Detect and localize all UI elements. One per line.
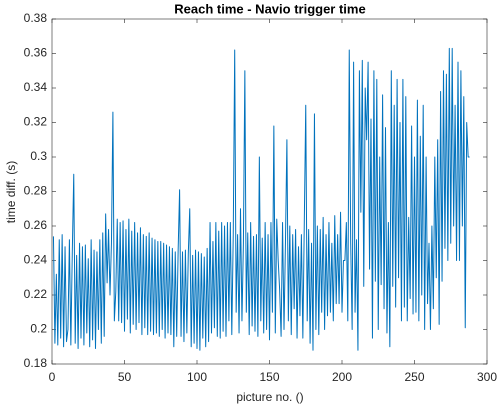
y-tick-label: 0.34 <box>24 80 48 94</box>
y-axis-label: time diff. (s) <box>4 161 18 223</box>
x-tick-label: 200 <box>332 370 352 384</box>
y-tick-label: 0.3 <box>30 149 47 163</box>
y-tick-label: 0.32 <box>24 115 48 129</box>
x-tick-label: 150 <box>259 370 279 384</box>
x-axis-label: picture no. () <box>236 390 303 404</box>
x-tick-label: 50 <box>118 370 132 384</box>
x-tick-label: 100 <box>187 370 207 384</box>
data-line <box>52 47 470 351</box>
y-tick-label: 0.28 <box>24 184 48 198</box>
chart-title: Reach time - Navio trigger time <box>174 1 365 16</box>
y-tick-label: 0.38 <box>24 11 48 25</box>
y-tick-label: 0.26 <box>24 218 48 232</box>
y-tick-label: 0.22 <box>24 287 48 301</box>
x-tick-label: 300 <box>477 370 497 384</box>
y-tick-label: 0.18 <box>24 356 48 370</box>
y-tick-label: 0.36 <box>24 46 48 60</box>
x-tick-label: 0 <box>49 370 56 384</box>
x-tick-label: 250 <box>404 370 424 384</box>
y-tick-label: 0.2 <box>30 322 47 336</box>
y-tick-label: 0.24 <box>24 253 48 267</box>
